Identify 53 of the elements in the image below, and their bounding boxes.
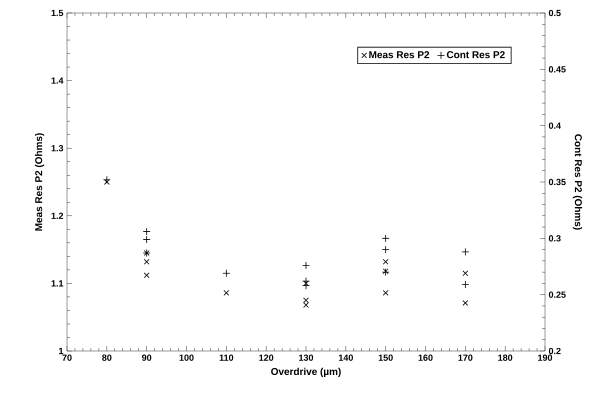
y2-tick-label: 0.25 [548, 291, 566, 298]
point [223, 290, 230, 296]
point [382, 258, 389, 265]
point [382, 268, 390, 276]
x-tick-label: 90 [142, 354, 152, 361]
y-tick-label: 1 [59, 348, 64, 354]
y2-tick-label: 0.5 [548, 10, 561, 16]
point [144, 272, 150, 278]
y2-tick-label: 0.4 [548, 122, 561, 129]
x-axis-title: Overdrive (µm) [271, 368, 341, 378]
x-tick-label: 100 [180, 354, 194, 361]
point [303, 302, 309, 308]
point [302, 261, 310, 270]
x-tick-label: 160 [418, 354, 433, 361]
point [303, 297, 309, 304]
point [382, 268, 389, 274]
y-tick-label: 1.4 [52, 78, 64, 84]
x-tick-label: 130 [299, 354, 314, 361]
point [222, 269, 230, 278]
point [461, 280, 470, 288]
point [303, 280, 309, 286]
x-tick-label: 140 [338, 354, 353, 361]
point [382, 234, 390, 242]
x-tick-label: 170 [458, 354, 472, 361]
legend-label: Cont Res P2 [446, 51, 505, 58]
y2-tick-label: 0.3 [548, 235, 561, 242]
y-axis-title: Meas Res P2 (Ohms) [34, 133, 44, 231]
y2-tick-label: 0.45 [548, 66, 566, 73]
y-tick-label: 1.5 [52, 10, 64, 16]
point [142, 228, 151, 236]
x-tick-label: 180 [498, 354, 512, 361]
y2-tick-label: 0.2 [548, 348, 561, 354]
point [144, 258, 150, 265]
x-tick-label: 110 [220, 354, 234, 361]
y-tick-label: 1.2 [52, 212, 64, 219]
x-tick-label: 80 [102, 354, 112, 361]
point [102, 176, 111, 184]
y2-axis-title: Cont Res P2 (Ohms) [572, 134, 582, 230]
y-tick-label: 1.3 [52, 145, 64, 152]
point [142, 236, 151, 244]
x-tick-label: 120 [259, 354, 274, 361]
x-tick-label: 150 [378, 354, 393, 361]
point [382, 246, 390, 254]
x-tick-label: 70 [62, 354, 72, 361]
point [382, 290, 389, 296]
point [461, 248, 470, 256]
legend-label: Meas Res P2 [369, 51, 430, 58]
point [104, 179, 110, 185]
point [462, 270, 468, 276]
y-tick-label: 1.1 [52, 280, 64, 286]
x-tick-label: 190 [538, 354, 552, 361]
point [462, 300, 468, 306]
y2-tick-label: 0.35 [548, 178, 566, 186]
